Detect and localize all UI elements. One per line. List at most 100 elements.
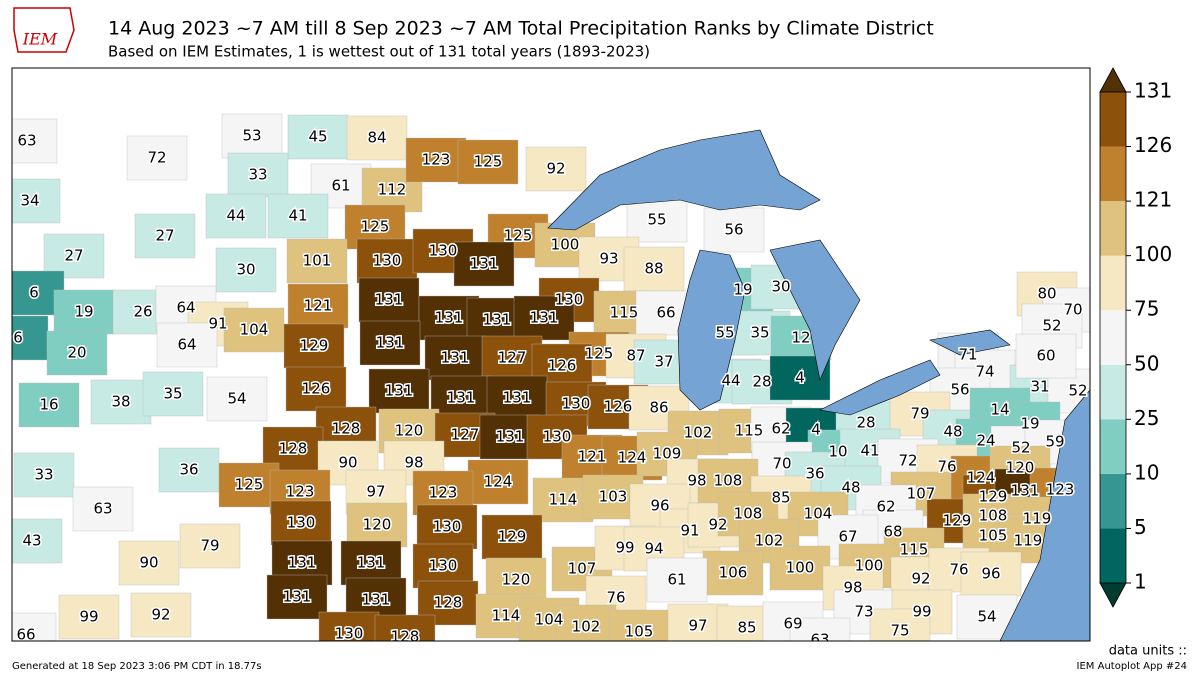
district-label: 126 xyxy=(302,380,331,398)
district-label: 70 xyxy=(772,455,791,473)
district-label: 99 xyxy=(615,539,634,557)
district-label: 64 xyxy=(176,299,195,317)
district-label: 120 xyxy=(363,516,392,534)
district xyxy=(158,447,220,493)
district xyxy=(142,371,204,417)
district xyxy=(359,320,421,366)
district-label: 114 xyxy=(492,607,521,625)
district-label: 76 xyxy=(949,561,968,579)
district-label: 84 xyxy=(367,129,386,147)
district xyxy=(703,207,765,253)
district-label: 91 xyxy=(680,522,699,540)
district xyxy=(12,118,58,164)
district-label: 131 xyxy=(288,554,317,572)
district-label: 35 xyxy=(163,385,182,403)
district xyxy=(405,137,467,183)
district xyxy=(457,139,519,185)
district xyxy=(416,504,478,550)
district-label: 64 xyxy=(177,336,196,354)
district-label: 108 xyxy=(979,507,1008,525)
district xyxy=(179,523,241,569)
district-label: 68 xyxy=(883,523,902,541)
district xyxy=(453,241,515,287)
district xyxy=(646,557,708,603)
colorbar-frame xyxy=(1099,91,1127,584)
district-label: 16 xyxy=(39,396,58,414)
district xyxy=(356,238,418,284)
colorbar-tick-label: 121 xyxy=(1134,188,1172,212)
colorbar-tick-label: 25 xyxy=(1134,406,1159,430)
district-label: 92 xyxy=(911,570,930,588)
colorbar-tick-label: 1 xyxy=(1134,570,1147,594)
district-label: 62 xyxy=(771,420,790,438)
district-label: 119 xyxy=(1023,510,1052,528)
district-label: 6 xyxy=(29,284,39,302)
district-label: 128 xyxy=(332,420,361,438)
district-label: 130 xyxy=(287,514,316,532)
district-label: 126 xyxy=(548,357,577,375)
district-label: 53 xyxy=(242,127,261,145)
district-label: 131 xyxy=(435,309,464,327)
district-label: 36 xyxy=(805,465,824,483)
district xyxy=(424,335,486,381)
district xyxy=(267,193,329,239)
district-label: 131 xyxy=(385,382,414,400)
district xyxy=(12,315,49,361)
district-label: 52 xyxy=(1011,439,1030,457)
colorbar-segment xyxy=(1100,201,1126,256)
district xyxy=(223,307,285,353)
district-label: 33 xyxy=(34,466,53,484)
district-label: 129 xyxy=(943,512,972,530)
district-label: 121 xyxy=(304,297,333,315)
district-label: 119 xyxy=(1014,532,1043,550)
district-label: 63 xyxy=(93,500,112,518)
footer-left: Generated at 18 Sep 2023 3:06 PM CDT in … xyxy=(12,661,262,672)
ocean xyxy=(999,389,1090,641)
district-label: 99 xyxy=(79,608,98,626)
district xyxy=(221,113,283,159)
district xyxy=(318,611,380,641)
district xyxy=(156,322,218,368)
district-label: 14 xyxy=(990,401,1009,419)
district-label: 73 xyxy=(854,603,873,621)
district-label: 20 xyxy=(67,344,86,362)
district-label: 76 xyxy=(606,589,625,607)
district-label: 76 xyxy=(937,458,956,476)
district-label: 97 xyxy=(366,483,385,501)
map-frame xyxy=(11,67,1091,642)
district-label: 130 xyxy=(562,395,591,413)
colorbar-segment xyxy=(1100,473,1126,529)
colorbar-tick-label: 131 xyxy=(1134,79,1172,103)
colorbar-label: data units :: xyxy=(1109,644,1187,659)
district-label: 125 xyxy=(235,476,264,494)
district-label: 31 xyxy=(1030,378,1049,396)
district-label: 52 xyxy=(1042,317,1061,335)
district xyxy=(215,247,277,293)
district-label: 123 xyxy=(429,484,458,502)
district-label: 131 xyxy=(447,389,476,407)
district-label: 131 xyxy=(375,291,404,309)
district-label: 105 xyxy=(625,623,654,641)
colorbar-tick-label: 75 xyxy=(1134,297,1159,321)
district-label: 124 xyxy=(967,469,996,487)
district-label: 130 xyxy=(429,242,458,260)
district-label: 38 xyxy=(111,393,130,411)
district-label: 75 xyxy=(890,622,909,640)
district-label: 10 xyxy=(828,443,847,461)
district-label: 72 xyxy=(898,452,917,470)
colorbar-tick-label: 100 xyxy=(1134,242,1172,266)
district xyxy=(118,540,180,586)
district xyxy=(702,550,764,596)
district-label: 131 xyxy=(483,311,512,329)
district-label: 69 xyxy=(783,615,802,633)
district xyxy=(12,518,63,564)
district-label: 62 xyxy=(876,498,895,516)
lake-michigan xyxy=(677,249,746,411)
colorbar-tick-label: 126 xyxy=(1134,133,1172,157)
district-label: 43 xyxy=(22,532,41,550)
district-label: 130 xyxy=(429,557,458,575)
logo-text: IEM xyxy=(22,30,58,49)
district-label: 71 xyxy=(958,346,977,364)
district-label: 131 xyxy=(362,591,391,609)
